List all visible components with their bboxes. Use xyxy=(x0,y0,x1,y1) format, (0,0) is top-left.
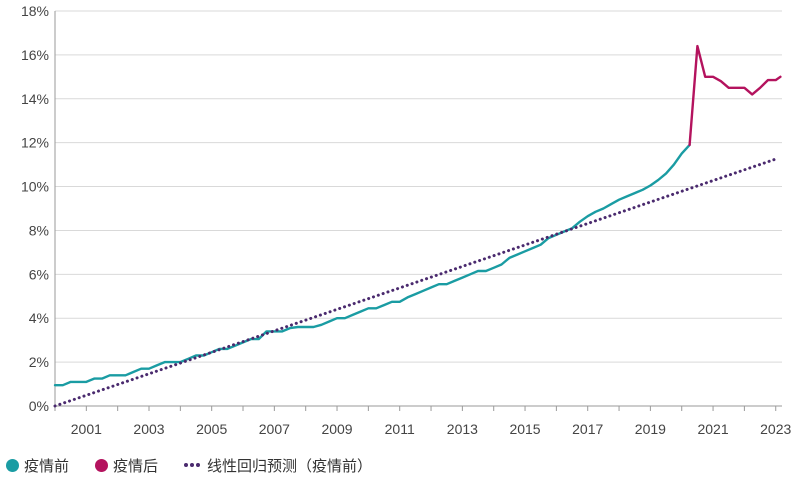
x-tick-label: 2009 xyxy=(321,421,352,437)
x-tick-label: 2013 xyxy=(447,421,478,437)
y-tick-label: 4% xyxy=(29,310,49,326)
y-tick-label: 0% xyxy=(29,398,49,414)
series-line-post-pandemic xyxy=(688,44,782,147)
y-axis: 0% 2% 4% 6% 8% 10% 12% 14% 16% 18% xyxy=(21,3,56,414)
gridlines xyxy=(55,10,782,363)
series-layer xyxy=(53,44,782,408)
y-tick-label: 18% xyxy=(21,3,49,19)
x-tick-label: 2005 xyxy=(196,421,227,437)
x-tick-label: 2015 xyxy=(509,421,540,437)
legend-swatch-regression xyxy=(184,463,202,467)
x-tick-label: 2021 xyxy=(697,421,728,437)
legend-swatch-pre-pandemic xyxy=(6,458,19,472)
legend-label-regression: 线性回归预测（疫情前） xyxy=(207,456,373,475)
legend-item-pre-pandemic: 疫情前 xyxy=(6,455,69,476)
legend-swatch-post-pandemic xyxy=(95,458,109,472)
x-axis: 2001 2003 2005 2007 2009 2011 2013 2015 2017 2019… xyxy=(54,405,792,437)
legend-item-post-pandemic: 疫情后 xyxy=(95,455,158,476)
x-tick-label: 2017 xyxy=(572,421,603,437)
legend-label-pre-pandemic: 疫情前 xyxy=(24,456,70,475)
series-line-pre-pandemic xyxy=(53,143,691,387)
y-tick-label: 6% xyxy=(29,266,49,282)
series-line-regression xyxy=(53,157,778,408)
x-tick-label: 2001 xyxy=(71,421,102,437)
y-tick-label: 12% xyxy=(21,135,49,151)
x-tick-label: 2007 xyxy=(259,421,290,437)
y-tick-label: 10% xyxy=(21,179,49,195)
y-tick-label: 2% xyxy=(29,354,49,370)
y-tick-label: 14% xyxy=(21,91,49,107)
x-tick-label: 2011 xyxy=(385,421,415,437)
x-tick-label: 2019 xyxy=(635,421,666,437)
x-tick-label: 2003 xyxy=(133,421,164,437)
legend: 疫情前 疫情后 线性回归预测（疫情前） xyxy=(6,454,398,476)
x-tick-label: 2023 xyxy=(760,421,791,437)
legend-label-post-pandemic: 疫情后 xyxy=(113,456,159,475)
legend-item-regression: 线性回归预测（疫情前） xyxy=(184,455,372,476)
y-tick-label: 8% xyxy=(29,222,49,238)
y-tick-label: 16% xyxy=(21,47,49,63)
